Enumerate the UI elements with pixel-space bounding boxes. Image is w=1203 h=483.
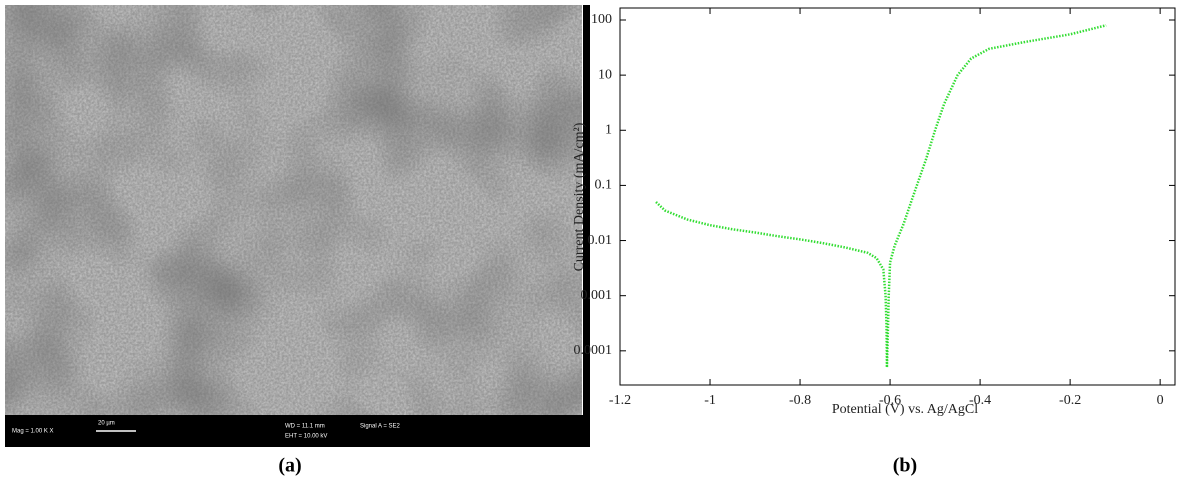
plot-frame: [619, 7, 1176, 386]
y-tick-label: 1: [605, 122, 612, 137]
x-tick-label: -0.2: [1059, 393, 1081, 408]
sem-info: EHT = 10.00 kV: [285, 434, 327, 440]
panel-label: (b): [893, 455, 917, 477]
y-tick-label: 100: [591, 12, 612, 27]
y-axis-label: Current Density (mA/cm²): [572, 122, 587, 271]
x-axis-label: Potential (V) vs. Ag/AgCl: [832, 402, 978, 417]
data-line: [655, 24, 1107, 368]
y-tick-label: 0.01: [588, 233, 613, 248]
sem-info: Signal A = SE2: [360, 424, 401, 430]
y-tick-label: 0.0001: [574, 343, 613, 358]
sem-info: Mag = 1.00 K X: [12, 429, 54, 435]
panel-label: (a): [278, 455, 301, 477]
sem-image: Mag = 1.00 K X 20 µm WD = 11.1 mm EHT = …: [5, 5, 590, 447]
x-tick-label: -0.8: [789, 393, 811, 408]
y-tick-label: 0.1: [595, 178, 613, 193]
y-tick-label: 10: [598, 67, 612, 82]
x-tick-label: -1: [704, 393, 716, 408]
x-tick-label: 0: [1157, 393, 1164, 408]
x-tick-label: -1.2: [609, 393, 631, 408]
y-tick-label: 0.001: [581, 288, 613, 303]
x-tick-label: -0.4: [969, 393, 991, 408]
sem-scale: 20 µm: [98, 421, 115, 427]
x-tick-label: -0.6: [879, 393, 901, 408]
sem-info: WD = 11.1 mm: [285, 424, 325, 430]
